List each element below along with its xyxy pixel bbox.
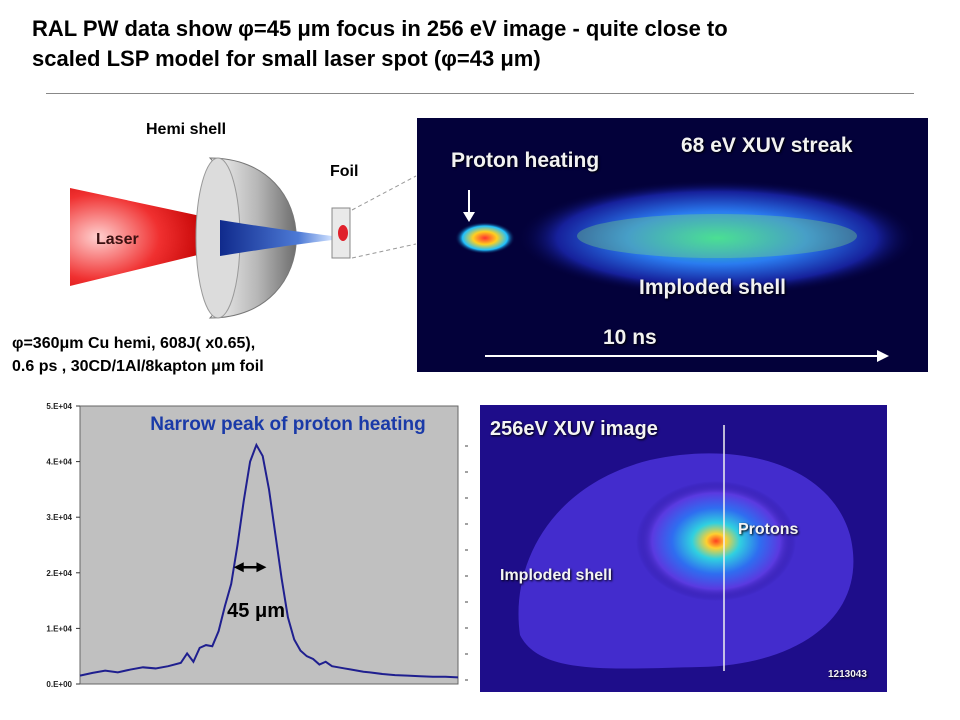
xuv-title: 256eV XUV image xyxy=(490,418,658,440)
fwhm-arrow-left xyxy=(233,562,244,573)
y-tick-label: 4.E+04 xyxy=(46,458,72,467)
proton-hotspot xyxy=(636,481,796,601)
imploded-shell-band xyxy=(517,180,917,296)
slide-title: RAL PW data show φ=45 μm focus in 256 eV… xyxy=(32,14,932,74)
streak-title: 68 eV XUV streak xyxy=(681,134,853,157)
title-divider xyxy=(46,93,914,94)
y-tick-label: 2.E+04 xyxy=(46,569,72,578)
slide-title-line1: RAL PW data show φ=45 μm focus in 256 eV… xyxy=(32,16,728,41)
y-tick-label: 3.E+04 xyxy=(46,513,72,522)
laser-label: Laser xyxy=(96,231,139,248)
specs-line1: φ=360μm Cu hemi, 608J( x0.65), xyxy=(12,335,256,352)
y-tick-label: 5.E+04 xyxy=(46,402,72,411)
imploded-shell-label: Imploded shell xyxy=(639,276,787,299)
lineout-plot: 0.E+00 1.E+04 2.E+04 3.E+04 4.E+04 5.E+04 45 μ… xyxy=(20,398,470,698)
time-scale-label: 10 ns xyxy=(603,326,657,349)
shot-id: 1213043 xyxy=(828,669,867,680)
xuv-signal xyxy=(518,425,854,671)
fwhm-annotation: 45 μm xyxy=(227,600,285,622)
xuv-streak-image: 68 eV XUV streak Proton heating Imploded… xyxy=(417,118,928,372)
plot-area xyxy=(79,405,459,685)
streak-signal xyxy=(455,180,917,362)
xuv-256ev-image: 256eV XUV image Protons Imploded shell 1… xyxy=(480,405,887,692)
y-tick-label: 0.E+00 xyxy=(46,680,72,689)
proton-heating-label: Proton heating xyxy=(451,149,600,172)
foil-label: Foil xyxy=(330,163,359,180)
protons-label: Protons xyxy=(738,521,799,538)
proton-beam-icon xyxy=(220,220,332,256)
specs-line2: 0.6 ps , 30CD/1Al/8kapton μm foil xyxy=(12,358,264,375)
target-schematic: Laser xyxy=(70,157,417,319)
lineout-trace xyxy=(79,442,459,679)
target-specs: φ=360μm Cu hemi, 608J( x0.65), 0.6 ps , … xyxy=(12,332,264,378)
proton-heating-spot xyxy=(455,222,515,254)
foil-icon xyxy=(331,207,351,259)
laser-cone-icon xyxy=(70,188,210,286)
lineout-chart: 0.E+00 1.E+04 2.E+04 3.E+04 4.E+04 5.E+04 45 μ… xyxy=(46,402,468,689)
xuv-imploded-shell-label: Imploded shell xyxy=(500,567,613,584)
hemi-shell-label: Hemi shell xyxy=(146,121,227,138)
fwhm-arrow-right xyxy=(256,562,267,573)
chart-title: Narrow peak of proton heating xyxy=(150,414,426,435)
y-tick-label: 1.E+04 xyxy=(46,624,72,633)
slide-title-line2: scaled LSP model for small laser spot (φ… xyxy=(32,46,541,71)
